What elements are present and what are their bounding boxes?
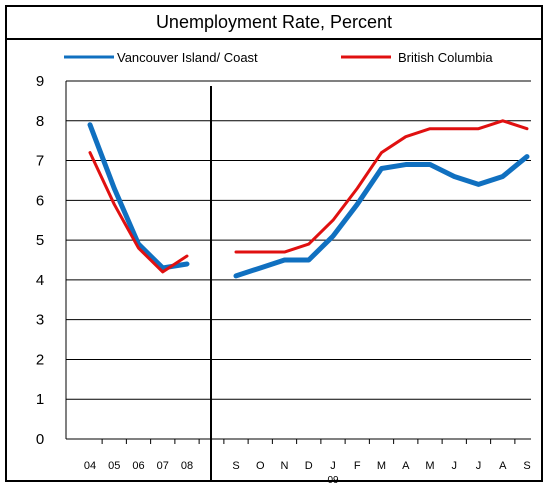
legend-label: British Columbia xyxy=(398,50,493,65)
chart-title: Unemployment Rate, Percent xyxy=(5,5,543,40)
x-tick-label: 04 xyxy=(84,460,96,472)
year-marker: 09 xyxy=(327,475,339,486)
x-tick-label: J xyxy=(476,460,482,472)
x-tick-label: A xyxy=(402,460,410,472)
x-tick-label: J xyxy=(330,460,336,472)
y-tick-label: 7 xyxy=(36,153,44,170)
y-tick-label: 6 xyxy=(36,192,44,209)
gridlines xyxy=(66,80,531,400)
legend-label: Vancouver Island/ Coast xyxy=(117,50,258,65)
series-line-annual xyxy=(88,151,189,274)
x-tick-label: 08 xyxy=(181,460,193,472)
x-tick-label: A xyxy=(499,460,507,472)
chart-frame xyxy=(5,5,543,482)
x-tick-label: F xyxy=(354,460,361,472)
series-line-monthly xyxy=(234,119,529,254)
y-tick-label: 3 xyxy=(36,312,44,329)
x-tick-label: N xyxy=(281,460,289,472)
x-tick-label: 07 xyxy=(157,460,169,472)
axes xyxy=(65,81,531,480)
y-tick-label: 1 xyxy=(36,391,44,408)
y-tick-label: 8 xyxy=(36,113,44,130)
y-tick-label: 4 xyxy=(36,272,44,289)
series-lines xyxy=(87,119,530,279)
x-tick-label: J xyxy=(452,460,458,472)
legend: Vancouver Island/ Coast British Columbia xyxy=(64,50,493,65)
x-tick-label: S xyxy=(232,460,239,472)
y-tick-label: 9 xyxy=(36,73,44,90)
x-tick-label: S xyxy=(523,460,530,472)
y-tick-label: 0 xyxy=(36,431,44,448)
x-tick-label: D xyxy=(305,460,313,472)
x-tick-label: O xyxy=(256,460,265,472)
x-tick-label: 06 xyxy=(132,460,144,472)
x-tick-label: M xyxy=(425,460,434,472)
series-line-monthly xyxy=(233,154,530,279)
y-tick-label: 2 xyxy=(36,351,44,368)
x-tick-label: 05 xyxy=(108,460,120,472)
tick-labels: 0 1 2 3 4 5 6 7 8 9 04 05 06 07 08 S O N D J F M A M J J A S 09 xyxy=(36,73,531,486)
x-tick-label: M xyxy=(377,460,386,472)
y-tick-label: 5 xyxy=(36,232,44,249)
